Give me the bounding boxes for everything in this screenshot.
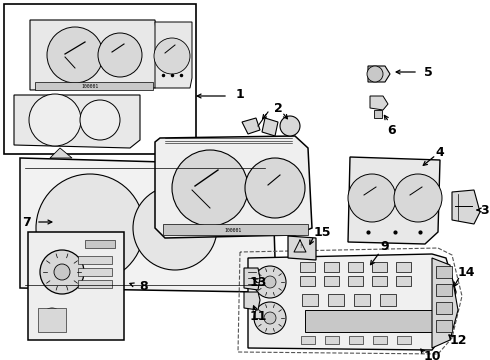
Circle shape [133, 186, 217, 270]
Text: 4: 4 [436, 145, 444, 158]
Polygon shape [50, 148, 72, 158]
Circle shape [348, 174, 396, 222]
Circle shape [98, 33, 142, 77]
Polygon shape [244, 292, 260, 310]
Text: 15: 15 [313, 225, 331, 238]
Polygon shape [244, 268, 260, 290]
Polygon shape [248, 254, 456, 350]
Polygon shape [155, 22, 192, 88]
Bar [324, 262, 339, 272]
Bar [373, 336, 387, 344]
Text: 11: 11 [249, 310, 267, 323]
Bar [78, 256, 112, 264]
Text: !: ! [299, 244, 301, 249]
Bar [78, 280, 112, 288]
Circle shape [254, 266, 286, 298]
Bar [300, 262, 315, 272]
Circle shape [172, 150, 248, 226]
Bar [372, 262, 387, 272]
Bar [85, 240, 115, 248]
Bar [380, 294, 396, 306]
Bar [348, 276, 363, 286]
Polygon shape [30, 20, 160, 90]
Text: 8: 8 [140, 279, 148, 292]
Text: 5: 5 [424, 66, 432, 78]
Polygon shape [288, 236, 316, 260]
Bar [397, 336, 411, 344]
Circle shape [264, 276, 276, 288]
Bar [348, 262, 363, 272]
Bar [78, 268, 112, 276]
Polygon shape [155, 136, 312, 238]
Bar [328, 294, 344, 306]
Text: 10: 10 [423, 350, 441, 360]
Bar [349, 336, 363, 344]
Bar [325, 336, 339, 344]
Text: 1: 1 [236, 87, 245, 100]
Polygon shape [200, 148, 222, 158]
Polygon shape [374, 110, 382, 118]
Bar [324, 276, 339, 286]
Polygon shape [348, 157, 440, 244]
Text: 9: 9 [381, 240, 390, 253]
Circle shape [36, 174, 144, 282]
Bar [301, 336, 315, 344]
Polygon shape [14, 95, 140, 148]
Bar [372, 276, 387, 286]
Bar [300, 276, 315, 286]
Circle shape [47, 27, 103, 83]
Bar [396, 262, 411, 272]
Circle shape [245, 158, 305, 218]
Polygon shape [432, 258, 458, 348]
Polygon shape [242, 118, 260, 134]
Polygon shape [262, 118, 278, 136]
Polygon shape [452, 190, 480, 224]
Bar [163, 224, 308, 235]
Bar [302, 294, 318, 306]
Bar [305, 310, 435, 332]
Bar [436, 302, 452, 314]
Circle shape [40, 250, 84, 294]
Bar [436, 320, 452, 332]
Circle shape [29, 94, 81, 146]
Circle shape [54, 264, 70, 280]
Bar [436, 266, 452, 278]
Bar [35, 82, 153, 90]
Bar [28, 232, 124, 340]
Text: 6: 6 [388, 123, 396, 136]
Circle shape [42, 308, 62, 328]
Circle shape [264, 312, 276, 324]
Text: 7: 7 [22, 216, 30, 229]
Polygon shape [368, 66, 390, 82]
Bar [354, 294, 370, 306]
Circle shape [80, 100, 120, 140]
Text: 2: 2 [273, 102, 282, 114]
Polygon shape [20, 158, 275, 292]
Text: 3: 3 [480, 203, 489, 216]
Circle shape [367, 66, 383, 82]
Text: 100001: 100001 [224, 228, 242, 233]
Polygon shape [370, 96, 388, 110]
Circle shape [394, 174, 442, 222]
Circle shape [280, 116, 300, 136]
Text: 12: 12 [449, 333, 467, 346]
Bar [4, 4, 196, 154]
Bar [436, 284, 452, 296]
Bar [38, 308, 66, 332]
Circle shape [254, 302, 286, 334]
Text: 100001: 100001 [81, 84, 98, 89]
Circle shape [154, 38, 190, 74]
Text: 14: 14 [457, 266, 475, 279]
Text: 13: 13 [249, 275, 267, 288]
Bar [396, 276, 411, 286]
